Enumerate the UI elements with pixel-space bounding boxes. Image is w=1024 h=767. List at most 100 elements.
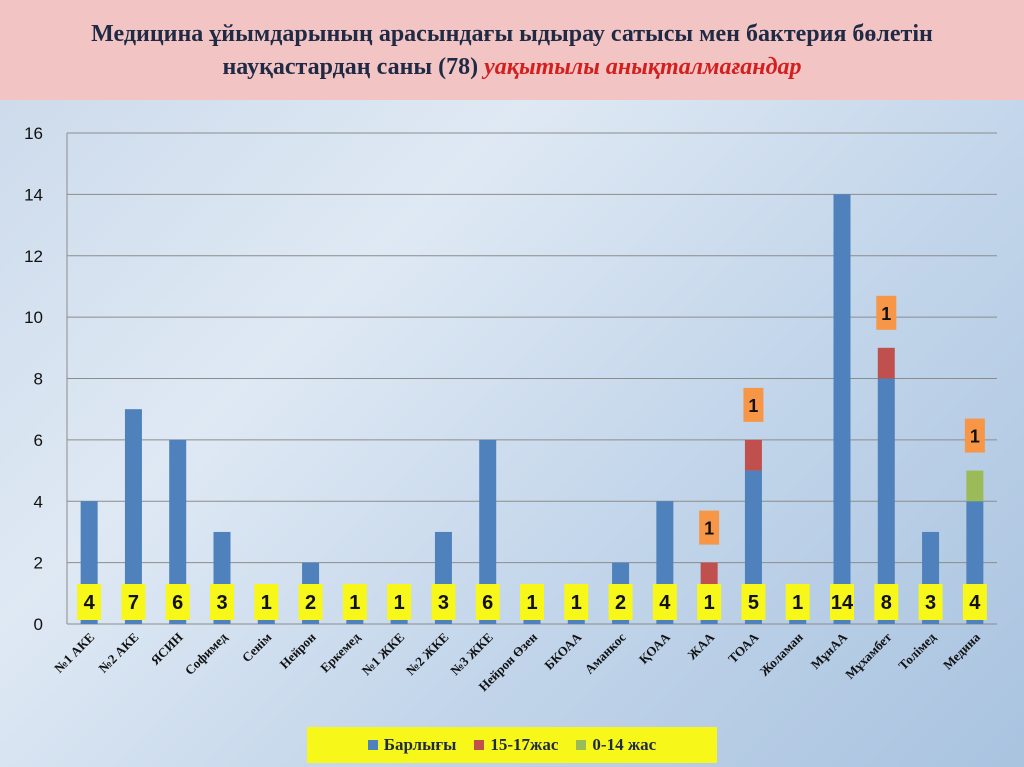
value-box-15 xyxy=(741,584,766,620)
x-tick-label: ЖАА xyxy=(684,629,717,662)
chart-legend: Барлығы 15-17жас 0-14 жас xyxy=(307,727,717,763)
bar-1-15 xyxy=(744,439,762,471)
value-box-1 xyxy=(121,584,146,620)
legend-label-total: Барлығы xyxy=(383,735,457,754)
x-tick-label: Медина xyxy=(940,629,983,672)
legend-swatch-15-17 xyxy=(474,740,485,750)
annotation-label-0: 1 xyxy=(704,519,714,539)
value-label-19: 3 xyxy=(925,592,936,614)
y-tick-label: 10 xyxy=(24,308,43,327)
x-tick-label: Нейрон xyxy=(277,629,319,671)
value-box-17 xyxy=(830,584,854,620)
value-label-1: 7 xyxy=(128,592,139,614)
value-box-0 xyxy=(77,584,102,620)
legend-label-0-14: 0-14 жас xyxy=(592,735,657,754)
annotation-box-0 xyxy=(699,510,720,545)
legend-label-15-17: 15-17жас xyxy=(490,735,559,754)
value-label-5: 2 xyxy=(305,592,316,614)
value-label-13: 4 xyxy=(659,592,671,614)
title-band xyxy=(0,0,1024,100)
value-box-16 xyxy=(785,584,810,620)
x-tick-label: №2 ЖКЕ xyxy=(403,630,452,679)
y-tick-label: 14 xyxy=(24,185,43,204)
value-label-10: 1 xyxy=(526,592,537,614)
legend-item-total: Барлығы xyxy=(367,735,457,755)
value-label-8: 3 xyxy=(438,592,449,614)
y-tick-label: 12 xyxy=(24,247,43,266)
y-tick-label: 16 xyxy=(24,124,43,143)
value-box-10 xyxy=(520,584,544,620)
title-main: Медицина ұйымдарының арасындағы ыдырау с… xyxy=(91,21,933,80)
value-label-12: 2 xyxy=(615,592,626,614)
value-label-3: 3 xyxy=(216,592,227,614)
value-box-8 xyxy=(431,584,456,620)
value-box-11 xyxy=(564,584,589,620)
annotation-label-2: 1 xyxy=(881,304,891,324)
annotation-box-3 xyxy=(964,418,985,453)
value-box-2 xyxy=(165,584,190,620)
bar-0-17 xyxy=(833,194,851,624)
value-label-18: 8 xyxy=(881,592,892,614)
value-label-16: 1 xyxy=(792,592,803,614)
y-tick-label: 6 xyxy=(34,431,43,450)
title-highlight: уақытылы анықталмағандар xyxy=(484,54,802,80)
x-tick-label: ЯСИН xyxy=(148,630,186,668)
x-tick-label: ТОАА xyxy=(725,629,762,666)
value-label-7: 1 xyxy=(394,592,405,614)
bar-1-18 xyxy=(877,347,895,379)
x-tick-label: МұнАА xyxy=(808,629,851,672)
value-box-5 xyxy=(298,584,323,620)
annotation-box-2 xyxy=(876,295,897,330)
x-tick-label: ҚОАА xyxy=(636,629,674,667)
y-tick-label: 8 xyxy=(34,370,43,389)
bar-0-18 xyxy=(877,378,895,624)
slide-title: Медицина ұйымдарының арасындағы ыдырау с… xyxy=(20,18,1004,84)
legend-swatch-0-14 xyxy=(576,740,587,750)
value-label-4: 1 xyxy=(261,592,272,614)
x-tick-label: Аманкос xyxy=(582,629,629,676)
value-box-9 xyxy=(475,584,500,620)
annotation-label-3: 1 xyxy=(970,427,980,447)
bar-0-2 xyxy=(169,439,187,624)
x-tick-label: Жоламан xyxy=(757,629,807,679)
x-tick-label: Сенім xyxy=(239,629,275,665)
x-tick-label: №1 АКЕ xyxy=(51,630,97,676)
x-tick-label: Еркемед xyxy=(317,629,363,675)
value-box-4 xyxy=(254,584,279,620)
legend-item-15-17: 15-17жас xyxy=(474,735,558,755)
x-tick-label: Мұхамбет xyxy=(842,629,895,682)
value-label-20: 4 xyxy=(969,592,981,614)
annotation-label-1: 1 xyxy=(748,396,758,416)
value-box-7 xyxy=(387,584,412,620)
value-box-12 xyxy=(608,584,633,620)
bar-0-9 xyxy=(479,439,497,624)
bar-2-20 xyxy=(966,470,984,502)
x-tick-label: Софимед xyxy=(182,629,231,678)
x-tick-label: Толімед xyxy=(895,629,939,673)
value-label-11: 1 xyxy=(571,592,582,614)
legend-swatch-total xyxy=(367,740,378,750)
value-label-14: 1 xyxy=(704,592,715,614)
y-tick-label: 0 xyxy=(34,615,43,634)
x-tick-label: №1 ЖКЕ xyxy=(359,630,408,679)
x-tick-label: №2 АКЕ xyxy=(95,630,141,676)
value-label-9: 6 xyxy=(482,592,493,614)
value-box-18 xyxy=(874,584,899,620)
value-box-19 xyxy=(918,584,943,620)
value-label-0: 4 xyxy=(84,592,96,614)
value-label-17: 14 xyxy=(831,592,854,614)
bar-0-1 xyxy=(124,409,142,624)
value-box-13 xyxy=(652,584,677,620)
value-box-14 xyxy=(697,584,722,620)
x-tick-label: БКОАА xyxy=(541,629,585,673)
value-label-6: 1 xyxy=(349,592,360,614)
y-tick-label: 2 xyxy=(34,554,43,573)
value-box-6 xyxy=(342,584,367,620)
value-label-15: 5 xyxy=(748,592,759,614)
value-box-20 xyxy=(962,584,987,620)
annotation-box-1 xyxy=(743,387,764,422)
y-tick-label: 4 xyxy=(34,492,43,511)
legend-item-0-14: 0-14 жас xyxy=(576,735,656,755)
value-box-3 xyxy=(210,584,234,620)
